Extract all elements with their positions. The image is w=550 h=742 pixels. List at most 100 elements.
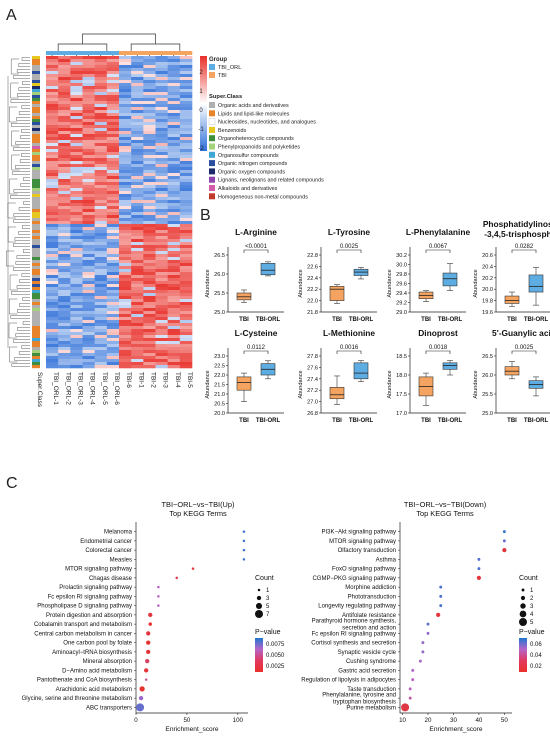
heatmap-cell <box>143 62 156 66</box>
pvalue-tick-label: 0.06 <box>530 642 542 648</box>
heatmap-cell <box>131 119 144 123</box>
heatmap-cell <box>106 281 120 285</box>
superclass-cell <box>32 347 40 351</box>
heatmap-cell <box>46 164 59 168</box>
heatmap-cell <box>106 200 120 204</box>
heatmap-cell <box>155 236 168 240</box>
heatmap-cell <box>82 323 95 327</box>
heatmap-cell <box>119 275 132 279</box>
heatmap-cell <box>143 341 156 345</box>
heatmap-cell <box>82 125 95 129</box>
heatmap-cell <box>167 275 181 279</box>
heatmap-cell <box>143 317 156 321</box>
heatmap-cell <box>119 206 132 210</box>
heatmap-cell <box>58 209 71 213</box>
heatmap-cell <box>46 110 59 114</box>
category-label: TBI <box>239 317 249 323</box>
superclass-cell <box>32 197 40 201</box>
heatmap-cell <box>46 227 59 231</box>
heatmap-cell <box>82 239 95 243</box>
heatmap-cell <box>143 59 156 63</box>
heatmap-cell <box>106 95 120 99</box>
heatmap-cell <box>131 257 144 261</box>
heatmap-cell <box>106 254 120 258</box>
heatmap-cell <box>46 254 59 258</box>
heatmap-cell <box>179 89 193 93</box>
heatmap-cell <box>143 287 156 291</box>
heatmap-cell <box>46 218 59 222</box>
heatmap-cell <box>131 167 144 171</box>
heatmap-cell <box>143 233 156 237</box>
heatmap-cell <box>143 326 156 330</box>
heatmap-cell <box>155 242 168 246</box>
heatmap-cell <box>131 278 144 282</box>
heatmap-cell <box>167 194 181 198</box>
heatmap-cell <box>58 332 71 336</box>
heatmap-cell <box>131 341 144 345</box>
term-label: Melanoma <box>104 530 133 536</box>
count-legend-label: 1 <box>530 588 534 594</box>
heatmap-cell <box>143 302 156 306</box>
heatmap-cell <box>143 248 156 252</box>
heatmap-cell <box>131 65 144 69</box>
heatmap-cell <box>82 206 95 210</box>
superclass-cell <box>32 269 40 273</box>
heatmap-cell <box>106 272 120 276</box>
y-tick-label: 29.6 <box>396 282 407 288</box>
heatmap-cell <box>155 332 168 336</box>
heatmap-cell <box>155 170 168 174</box>
heatmap-scale-bar <box>200 56 207 151</box>
heatmap-cell <box>131 86 144 90</box>
term-dot <box>146 640 151 645</box>
heatmap-cell <box>167 326 181 330</box>
dendrogram-branch <box>130 43 181 52</box>
heatmap-cell <box>155 209 168 213</box>
heatmap-cell <box>46 341 59 345</box>
superclass-cell <box>32 218 40 222</box>
category-label: TBI <box>507 418 517 424</box>
heatmap-cell <box>58 59 71 63</box>
term-dot <box>502 548 507 553</box>
heatmap-cell <box>119 62 132 66</box>
term-dot <box>242 530 246 533</box>
dendrogram-branch <box>9 178 18 195</box>
heatmap-cell <box>94 131 108 135</box>
heatmap-cell <box>179 218 193 222</box>
heatmap-cell <box>167 269 181 273</box>
superclass-cell <box>32 302 40 306</box>
heatmap-cell <box>119 194 132 198</box>
heatmap-cell <box>94 203 108 207</box>
heatmap-cell <box>82 167 95 171</box>
heatmap-cell <box>155 140 168 144</box>
heatmap-cell <box>58 281 71 285</box>
heatmap-cell <box>58 92 71 96</box>
heatmap-cell <box>58 296 71 300</box>
dotplot-subtitle: Top KEGG Terms <box>169 509 227 518</box>
heatmap-cell <box>179 233 193 237</box>
heatmap-cell <box>58 188 71 192</box>
heatmap-cell <box>143 200 156 204</box>
term-label: One carbon pool by folate <box>63 641 132 647</box>
heatmap-cell <box>70 344 83 348</box>
superclass-cell <box>32 158 40 162</box>
heatmap-cell <box>143 194 156 198</box>
heatmap-cell <box>94 200 108 204</box>
superclass-cell <box>32 167 40 171</box>
heatmap-cell <box>119 71 132 75</box>
heatmap-cell <box>82 224 95 228</box>
heatmap-cell <box>106 161 120 165</box>
heatmap-cell <box>179 116 193 120</box>
dendrogram-branch <box>19 303 30 307</box>
heatmap-cell <box>167 56 181 60</box>
heatmap-cell <box>58 104 71 108</box>
sample-label: TBI_ORL-5 <box>101 372 108 405</box>
heatmap-cell <box>70 329 83 333</box>
heatmap-cell <box>131 314 144 318</box>
superclass-legend-label: Lignans, neolignans and related compound… <box>218 178 324 184</box>
heatmap-cell <box>131 89 144 93</box>
heatmap-cell <box>179 215 193 219</box>
heatmap-cell <box>131 122 144 126</box>
heatmap-cell <box>131 329 144 333</box>
superclass-cell <box>32 173 40 177</box>
heatmap-cell <box>82 59 95 63</box>
